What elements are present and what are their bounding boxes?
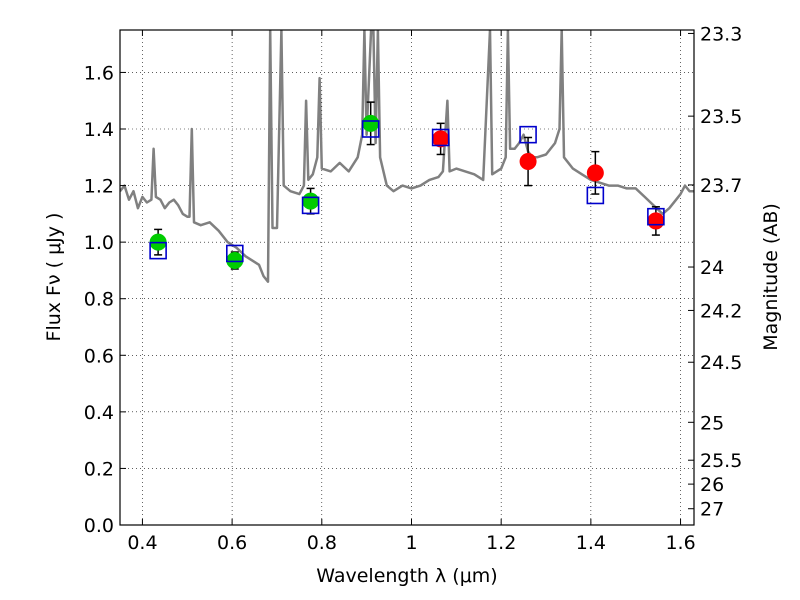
model-flux-square [647, 207, 665, 226]
y2-tick-label: 25.5 [700, 450, 742, 472]
y-tick-label: 1.4 [84, 119, 114, 141]
observed-flux-point [302, 192, 320, 210]
y2-tick-label: 24.2 [700, 300, 742, 322]
y-tick-label: 1.2 [84, 176, 114, 198]
y-axis-title: Flux Fν ( μJy ) [43, 213, 65, 342]
y-tick-label: 0.6 [84, 345, 114, 367]
data-layer [120, 30, 694, 283]
model-flux-square [361, 120, 380, 138]
observed-flux-point [432, 130, 450, 148]
y-tick-label: 1.0 [84, 232, 114, 254]
x-tick-label: 1.6 [665, 532, 695, 554]
model-flux-square [226, 244, 244, 263]
y-tick-label: 0.2 [84, 458, 114, 480]
y2-tick-label: 25 [700, 412, 724, 434]
plot-frame [119, 29, 695, 526]
y2-axis-title: Magnitude (AB) [760, 203, 782, 351]
x-tick-label: 1.4 [576, 532, 606, 554]
y2-tick-label: 23.7 [700, 175, 742, 197]
model-flux-square [586, 186, 605, 205]
x-tick-label: 1 [405, 532, 417, 554]
x-tick-label: 1.2 [486, 532, 516, 554]
x-tick-label: 0.8 [307, 532, 337, 554]
y2-tick-label: 23.5 [700, 106, 742, 128]
model-spectrum-line [120, 30, 694, 283]
model-flux-square [431, 128, 450, 147]
y2-tick-label: 24.5 [700, 352, 742, 374]
y2-tick-label: 23.3 [700, 23, 742, 45]
observed-flux-point [362, 114, 380, 132]
observed-flux-point [226, 252, 244, 270]
y-tick-label: 1.6 [84, 62, 114, 84]
grid-lines [120, 30, 694, 526]
model-flux-square [149, 241, 167, 260]
model-flux-square [519, 125, 537, 144]
x-axis-title: Wavelength λ (μm) [316, 565, 497, 587]
plot-background [120, 30, 694, 525]
axis-ticks: 0.4 0.6 0.8 1 1.2 1.4 1.6 0.0 0.2 0.4 0.6 0.8 1.0 1.2… [84, 23, 743, 554]
observed-flux-point [586, 164, 604, 182]
x-tick-label: 0.4 [127, 532, 157, 554]
y-tick-label: 0.8 [84, 289, 114, 311]
y-tick-label: 0.0 [84, 515, 114, 537]
y2-tick-label: 26 [700, 474, 724, 496]
observed-flux-point [519, 153, 537, 171]
y-tick-label: 0.4 [84, 402, 114, 424]
y2-tick-label: 24 [700, 257, 724, 279]
y2-tick-label: 27 [700, 499, 724, 521]
model-flux-square [301, 196, 320, 215]
observed-flux-point [647, 212, 665, 230]
x-tick-label: 0.6 [217, 532, 247, 554]
